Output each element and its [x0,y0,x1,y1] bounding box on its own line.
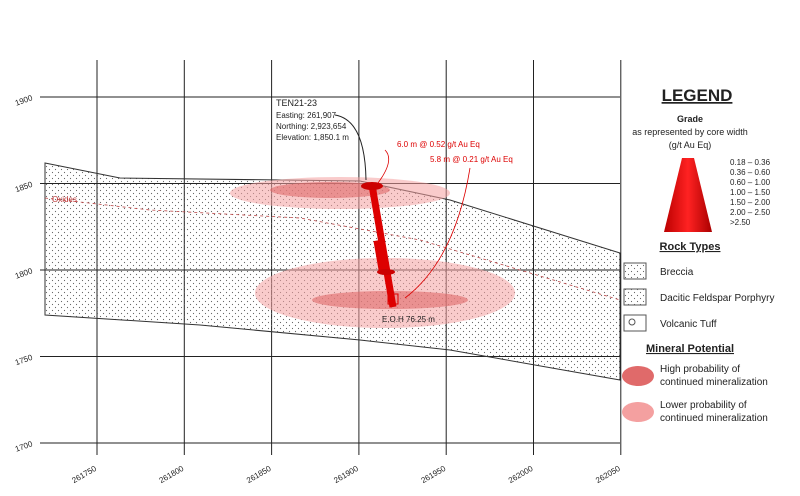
easting-label: 261950 [420,464,448,485]
easting-label: 262000 [507,464,535,485]
hole-northing: Northing: 2,923,654 [276,122,347,131]
easting-label: 262050 [594,464,622,485]
easting-label: 261750 [70,464,98,485]
leader [377,149,390,184]
rock-label: Breccia [660,267,694,278]
grade-wedge [664,158,712,232]
elevation-label: 1750 [14,353,34,368]
grade-label: 1.00 – 1.50 [730,188,771,197]
grade-label: 1.50 – 2.00 [730,198,771,207]
intercept: 6.0 m @ 0.52 g/t Au Eq [397,140,480,149]
leader [334,114,367,181]
easting-label: 261800 [158,464,186,485]
eoh: E.O.H 76.25 m [382,315,435,324]
leader [404,167,471,299]
oxides-label: Oxides [52,195,77,204]
mineral-label: High probability of continued mineralizat… [660,364,768,388]
grade-label: 2.00 – 2.50 [730,208,771,217]
easting-label: 261900 [332,464,360,485]
legend: LEGEND Grade as represented by core widt… [622,86,748,422]
grade-subtitle: as represented by core width [632,127,748,137]
legend-title: LEGEND [662,86,733,105]
grade-label: >2.50 [730,218,751,227]
rock-title: Rock Types [660,241,721,253]
hole-easting: Easting: 261,907 [276,111,337,120]
grade-label: 0.60 – 1.00 [730,178,771,187]
elevation-label: 1900 [14,93,34,108]
elevation-label: 1800 [14,266,34,281]
mineral-label: Lower probability of continued mineraliza… [660,400,768,424]
grade-label: 0.18 – 0.36 [730,158,771,167]
elevation-label: 1700 [14,439,34,454]
intercept: 5.8 m @ 0.21 g/t Au Eq [430,155,513,164]
easting-label: 261850 [245,464,273,485]
rock-label: Volcanic Tuff [660,319,717,330]
drillhole [361,182,399,308]
grade-label: 0.36 – 0.60 [730,168,771,177]
high-zone [270,182,390,198]
mineral-title: Mineral Potential [646,343,734,355]
grade-title: Grade [677,114,703,124]
grade-units: (g/t Au Eq) [669,140,712,150]
rock-label: Dacitic Feldspar Porphyry [660,293,774,304]
hole-elevation: Elevation: 1,850.1 m [276,133,349,142]
elevation-label: 1850 [14,180,34,195]
hole-name: TEN21-23 [276,98,317,108]
